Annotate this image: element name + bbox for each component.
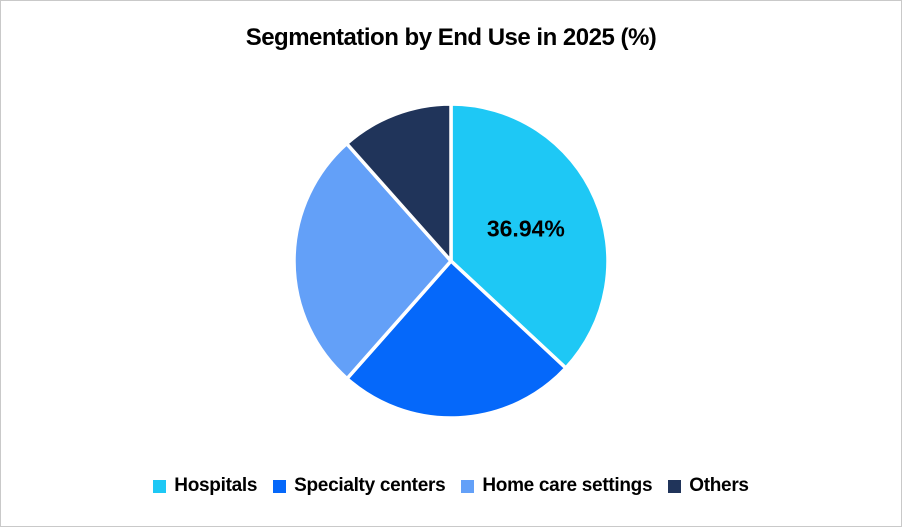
legend-item-hospitals: Hospitals: [153, 475, 257, 497]
data-label-hospitals: 36.94%: [487, 215, 565, 241]
pie-chart: 36.94%: [292, 102, 610, 420]
legend-swatch-hospitals: [153, 479, 167, 493]
legend-label-hospitals: Hospitals: [174, 475, 258, 496]
pie-slice-hospitals: [449, 102, 610, 370]
legend-swatch-home-care-settings: [461, 479, 475, 493]
legend-label-others: Others: [689, 475, 749, 496]
legend-item-others: Others: [668, 475, 749, 497]
legend-swatch-specialty-centers: [273, 479, 287, 493]
legend-label-home-care-settings: Home care settings: [482, 475, 653, 496]
pie-slice-home-care-settings: [292, 141, 453, 381]
legend-label-specialty-centers: Specialty centers: [294, 475, 446, 496]
pie-slice-others: [344, 102, 453, 263]
legend-swatch-others: [668, 479, 682, 493]
legend-item-home-care-settings: Home care settings: [461, 475, 653, 497]
pie-slice-specialty-centers: [345, 259, 568, 420]
legend: Hospitals Specialty centers Home care sett…: [1, 475, 901, 497]
legend-item-specialty-centers: Specialty centers: [273, 475, 446, 497]
chart-title: Segmentation by End Use in 2025 (%): [245, 24, 657, 51]
